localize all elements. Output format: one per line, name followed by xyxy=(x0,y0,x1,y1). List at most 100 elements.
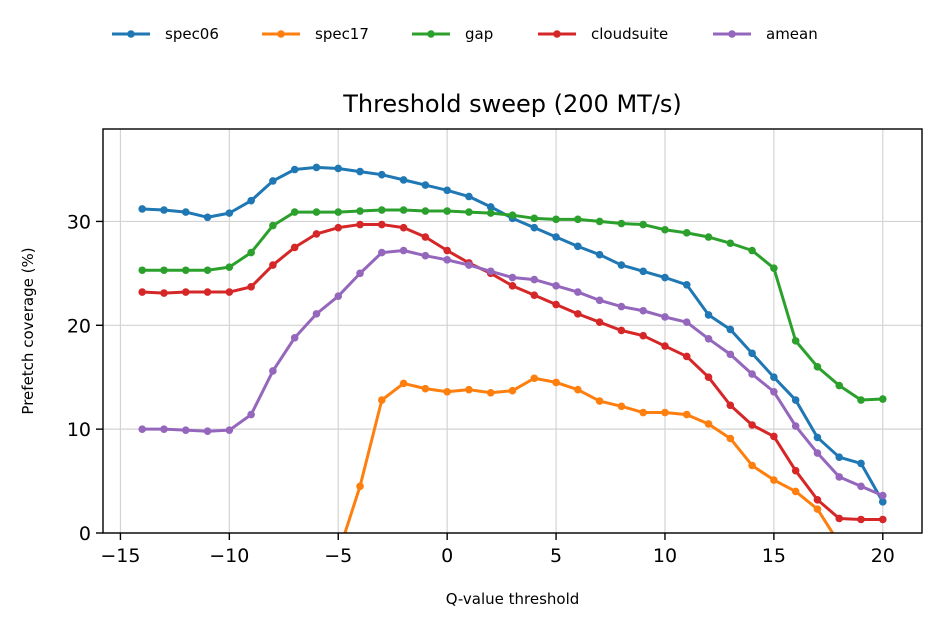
legend-entry-spec06: spec06 xyxy=(112,25,219,43)
data-point-spec06 xyxy=(574,242,582,251)
data-point-amean xyxy=(290,333,299,342)
data-point-gap xyxy=(617,219,626,228)
data-point-amean xyxy=(312,310,321,318)
y-axis-label: Prefetch coverage (%) xyxy=(19,247,37,414)
data-point-spec06 xyxy=(334,164,343,173)
x-tick-label: −15 xyxy=(100,545,140,567)
data-point-amean xyxy=(617,302,626,311)
data-point-spec17 xyxy=(421,384,430,393)
data-point-spec06 xyxy=(269,177,277,185)
series-amean xyxy=(138,246,887,500)
data-point-spec06 xyxy=(421,181,430,189)
data-point-gap xyxy=(726,239,735,248)
data-point-amean xyxy=(813,449,822,457)
data-point-cloudsuite xyxy=(334,223,343,232)
data-point-spec17 xyxy=(726,434,735,443)
data-point-spec06 xyxy=(530,223,539,232)
data-point-amean xyxy=(704,334,713,343)
data-point-spec06 xyxy=(857,459,865,468)
data-point-gap xyxy=(269,221,277,230)
series-line-spec17 xyxy=(343,376,835,533)
data-point-cloudsuite xyxy=(269,261,277,269)
x-tick-label: 20 xyxy=(871,545,895,567)
data-point-amean xyxy=(791,422,800,430)
legend-label: cloudsuite xyxy=(591,25,668,43)
data-point-cloudsuite xyxy=(138,288,147,296)
data-point-gap xyxy=(878,395,887,403)
data-point-cloudsuite xyxy=(508,282,517,290)
data-point-spec06 xyxy=(160,206,168,214)
data-point-gap xyxy=(682,229,691,237)
data-point-amean xyxy=(269,367,277,375)
data-point-gap xyxy=(552,215,560,224)
data-point-cloudsuite xyxy=(225,288,234,296)
data-point-gap xyxy=(334,208,343,216)
data-point-amean xyxy=(639,306,647,315)
data-point-cloudsuite xyxy=(639,331,647,340)
x-tick-label: 5 xyxy=(550,545,562,567)
data-point-gap xyxy=(835,381,844,390)
data-point-spec17 xyxy=(617,402,626,411)
data-point-gap xyxy=(508,211,517,220)
legend: spec06 spec17 gap cloudsuite amean xyxy=(112,25,818,43)
series-line-gap xyxy=(140,208,885,402)
legend-marker xyxy=(553,30,561,38)
data-point-spec17 xyxy=(661,408,669,417)
data-point-amean xyxy=(465,261,473,269)
data-point-cloudsuite xyxy=(203,288,212,296)
data-point-spec17 xyxy=(465,385,473,394)
data-point-gap xyxy=(770,264,778,272)
data-point-spec17 xyxy=(378,396,386,404)
plot-frame xyxy=(102,128,923,534)
data-point-amean xyxy=(160,425,168,433)
data-point-spec17 xyxy=(443,387,451,396)
data-point-amean xyxy=(138,425,147,433)
data-point-gap xyxy=(378,206,386,214)
data-point-cloudsuite xyxy=(530,291,539,299)
data-point-gap xyxy=(356,207,364,215)
legend-entry-spec17: spec17 xyxy=(262,25,369,43)
data-point-amean xyxy=(726,350,735,359)
data-point-cloudsuite xyxy=(770,432,778,441)
data-point-amean xyxy=(356,269,364,278)
data-point-spec06 xyxy=(312,163,321,172)
data-point-spec06 xyxy=(247,196,255,205)
data-point-spec17 xyxy=(748,461,756,470)
legend-label: amean xyxy=(766,25,818,43)
x-tick-label: −10 xyxy=(209,545,249,567)
data-point-spec06 xyxy=(704,311,713,319)
legend-entry-amean: amean xyxy=(713,25,818,43)
data-point-gap xyxy=(203,266,212,275)
data-point-amean xyxy=(878,491,887,500)
data-point-amean xyxy=(247,410,255,419)
data-point-gap xyxy=(530,214,539,223)
data-point-gap xyxy=(639,220,647,229)
data-point-spec06 xyxy=(726,325,735,334)
data-point-spec17 xyxy=(530,374,539,383)
data-point-spec17 xyxy=(639,408,647,417)
data-point-spec06 xyxy=(595,250,604,259)
y-tick-label: 30 xyxy=(67,211,91,233)
data-point-cloudsuite xyxy=(595,318,604,326)
data-point-amean xyxy=(203,427,212,436)
data-point-spec06 xyxy=(203,213,212,222)
data-point-spec17 xyxy=(574,385,582,394)
data-point-amean xyxy=(530,275,539,284)
x-axis-label: Q-value threshold xyxy=(446,590,580,608)
data-point-amean xyxy=(595,296,604,305)
data-point-spec06 xyxy=(748,349,756,358)
data-point-spec17 xyxy=(399,379,408,388)
legend-label: spec06 xyxy=(165,25,219,43)
data-point-amean xyxy=(770,387,778,396)
data-point-spec17 xyxy=(813,505,822,513)
data-point-gap xyxy=(661,225,669,234)
data-point-spec06 xyxy=(181,208,190,216)
data-point-gap xyxy=(704,233,713,241)
legend-label: spec17 xyxy=(315,25,369,43)
data-point-amean xyxy=(486,267,495,276)
data-point-gap xyxy=(247,248,255,257)
data-point-spec06 xyxy=(639,267,647,276)
data-point-cloudsuite xyxy=(356,220,364,229)
data-point-cloudsuite xyxy=(791,466,800,475)
